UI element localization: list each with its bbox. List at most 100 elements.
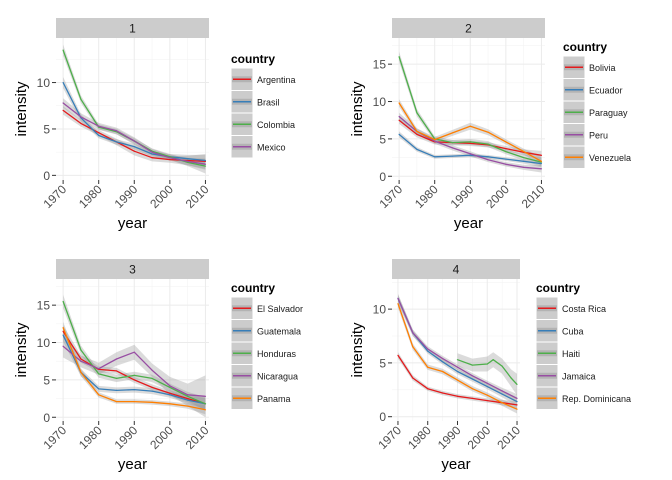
plot-background (56, 38, 209, 180)
data-point-el-salvador (62, 330, 64, 332)
data-point-costa-rica (486, 399, 488, 402)
data-point-paraguay (505, 151, 507, 153)
legend-label-el-salvador: El Salvador (257, 304, 303, 314)
data-point-costa-rica (516, 404, 518, 406)
panel-2: 2 0 5 10 15 1970 1980 1990 2000 2010 year intensity… (349, 18, 631, 232)
data-point-guatemala (187, 399, 189, 401)
legend-key-haiti (535, 341, 559, 365)
confidence-band-brasil (63, 77, 206, 167)
data-point-rep-dominicana (501, 402, 503, 404)
x-tick-label: 1980 (76, 423, 105, 452)
data-point-peru (523, 166, 525, 168)
data-point-bolivia (469, 142, 471, 144)
legend-key-honduras (230, 341, 254, 365)
legend-title: country (563, 40, 607, 54)
data-point-venezuela (523, 151, 525, 153)
data-point-costa-rica (427, 388, 429, 390)
data-point-peru (398, 115, 400, 118)
x-axis-title: year (118, 215, 147, 232)
data-point-mexico (98, 125, 100, 127)
data-point-honduras (169, 386, 171, 388)
legend-label-paraguay: Paraguay (589, 108, 628, 118)
legend: country Argentina Brasil Colombia Mexico (230, 52, 296, 159)
data-point-guatemala (151, 390, 153, 392)
data-point-bolivia (416, 133, 418, 136)
data-point-panama (98, 394, 100, 396)
data-point-jamaica (456, 366, 459, 368)
facet-strip (56, 18, 209, 38)
data-point-venezuela (434, 139, 436, 141)
data-point-mexico (133, 140, 135, 142)
gridlines (56, 38, 209, 180)
data-point-ecuador (540, 162, 543, 165)
data-point-bolivia (505, 148, 507, 150)
facet-strip-label: 3 (129, 263, 136, 277)
y-tick-label: 15 (373, 58, 387, 72)
x-axis-title: year (454, 215, 483, 232)
data-point-haiti (486, 363, 488, 365)
data-point-argentina (169, 158, 171, 161)
data-point-ecuador (523, 160, 525, 162)
data-point-argentina (62, 109, 64, 111)
data-point-honduras (62, 300, 64, 303)
legend-title: country (231, 281, 275, 295)
data-point-costa-rica (397, 354, 399, 356)
data-point-nicaragua (187, 394, 189, 396)
y-tick-label: 5 (43, 122, 50, 136)
x-tick-label: 2000 (147, 423, 176, 452)
data-point-el-salvador (80, 358, 82, 360)
data-point-rep-dominicana (471, 388, 473, 390)
data-point-paraguay (451, 142, 454, 144)
data-point-bolivia (398, 119, 400, 121)
data-point-brasil (98, 134, 100, 137)
data-point-panama (187, 405, 189, 407)
legend-label-bolivia: Bolivia (589, 63, 616, 73)
data-point-panama (62, 326, 64, 329)
data-point-cuba (516, 401, 518, 403)
x-tick-label: 1990 (448, 182, 477, 211)
data-point-peru (469, 153, 471, 155)
legend-label-guatemala: Guatemala (257, 326, 301, 336)
data-point-haiti (501, 365, 503, 367)
data-point-brasil (204, 159, 207, 162)
x-tick-label: 1980 (405, 423, 434, 452)
data-point-paraguay (487, 143, 489, 145)
data-point-jamaica (471, 375, 473, 377)
data-point-el-salvador (115, 370, 118, 372)
data-point-venezuela (469, 125, 471, 127)
x-tick-label: 1980 (76, 182, 105, 211)
legend: country Bolivia Ecuador Paraguay Peru Venezue… (562, 40, 631, 169)
data-point-nicaragua (98, 368, 100, 370)
data-point-nicaragua (133, 351, 135, 353)
data-point-jamaica (412, 332, 414, 334)
y-axis-title: intensity (349, 322, 366, 378)
data-point-jamaica (442, 358, 444, 360)
data-point-jamaica (427, 348, 429, 350)
data-point-argentina (204, 160, 207, 163)
data-point-guatemala (169, 394, 171, 396)
data-point-panama (80, 371, 82, 374)
confidence-band-ecuador (399, 131, 542, 168)
data-point-costa-rica (442, 392, 444, 394)
x-tick-label: 2010 (519, 182, 548, 211)
facet-strip-label: 2 (465, 22, 472, 36)
data-point-haiti (492, 359, 494, 361)
legend-key-panama (230, 386, 254, 410)
legend: country Costa Rica Cuba Haiti Jamaica Rep. Do… (535, 281, 631, 410)
legend-key-costa-rica (535, 296, 559, 320)
legend-key-nicaragua (230, 364, 254, 388)
data-point-honduras (133, 374, 135, 377)
legend-key-paraguay (562, 100, 586, 124)
x-tick-label: 1970 (376, 182, 405, 211)
data-point-honduras (80, 349, 82, 351)
data-point-venezuela (487, 131, 489, 133)
data-point-haiti (516, 383, 518, 386)
legend-key-rep-dominicana (535, 386, 559, 410)
data-point-venezuela (398, 102, 400, 104)
legend-key-bolivia (562, 55, 586, 79)
data-point-el-salvador (169, 392, 171, 394)
data-point-peru (540, 168, 543, 170)
data-point-peru (505, 163, 507, 165)
x-tick-label: 2000 (147, 182, 176, 211)
